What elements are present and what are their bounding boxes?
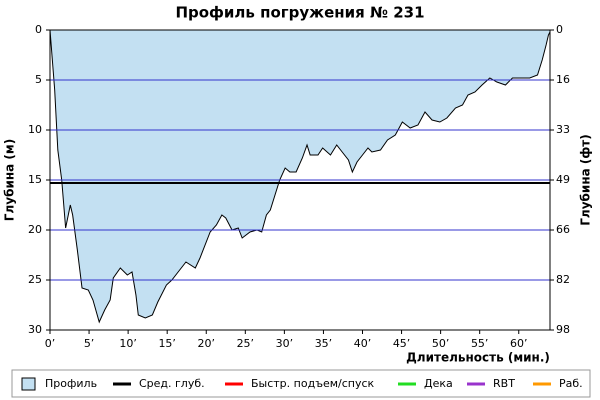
x-tick-label: 25’ [237,337,255,350]
x-tick-label: 0’ [45,337,56,350]
legend-label: Дека [424,377,453,390]
x-axis-title: Длительность (мин.) [406,351,550,365]
y-tick-label: 0 [35,23,42,36]
y2-tick-label: 98 [556,323,570,336]
x-tick-label: 30’ [276,337,294,350]
x-tick-label: 40’ [354,337,372,350]
x-tick-label: 45’ [393,337,411,350]
y2-tick-label: 0 [556,23,563,36]
chart-title: Профиль погружения № 231 [175,4,424,22]
y2-tick-label: 49 [556,173,570,186]
legend-label: Быстр. подъем/спуск [251,377,375,390]
x-tick-label: 5’ [84,337,95,350]
plot-frame [49,29,551,331]
legend-box [11,369,591,398]
profile-area [50,30,550,322]
legend-label: Сред. глуб. [139,377,205,390]
x-tick-label: 20’ [198,337,216,350]
x-tick-label: 55’ [471,337,489,350]
y-tick-label: 5 [35,73,42,86]
x-tick-label: 10’ [119,337,137,350]
y-tick-label: 10 [28,123,42,136]
y-tick-label: 30 [28,323,42,336]
y-tick-label: 20 [28,223,42,236]
y2-tick-label: 66 [556,223,570,236]
y2-tick-label: 82 [556,273,570,286]
y-tick-label: 25 [28,273,42,286]
y2-tick-label: 33 [556,123,570,136]
x-tick-label: 60’ [510,337,528,350]
x-tick-label: 50’ [432,337,450,350]
y-tick-label: 15 [28,173,42,186]
x-tick-label: 35’ [315,337,333,350]
legend-swatch [21,377,36,391]
y2-axis-title: Глубина (фт) [579,134,593,225]
legend-label: Профиль [45,377,97,390]
x-tick-label: 15’ [158,337,176,350]
legend-label: RBT [493,377,515,390]
y2-tick-label: 16 [556,73,570,86]
legend-label: Раб. [559,377,583,390]
y-axis-title: Глубина (м) [3,139,17,221]
